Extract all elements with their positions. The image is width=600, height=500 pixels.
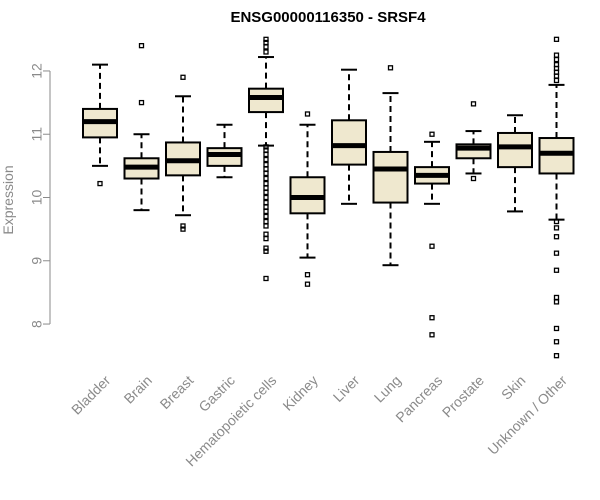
box-lung xyxy=(372,65,409,267)
outlier-point xyxy=(263,147,269,153)
outlier-point xyxy=(263,189,269,196)
box-skin xyxy=(497,114,533,213)
x-tick-label: Skin xyxy=(498,372,529,403)
outlier-point xyxy=(263,175,269,182)
y-axis: 8 9 10 11 12 xyxy=(29,63,51,328)
outlier-point xyxy=(429,332,435,338)
outlier-point xyxy=(263,235,269,242)
outlier-point xyxy=(263,36,269,42)
outlier-point xyxy=(263,245,269,251)
x-tick-label: Breast xyxy=(157,372,197,412)
outlier-point xyxy=(553,225,560,231)
outlier-point xyxy=(304,111,311,117)
y-tick-label: 9 xyxy=(29,257,45,265)
x-tick-label: Kidney xyxy=(279,372,321,414)
outlier-point xyxy=(263,161,269,168)
outlier-point xyxy=(263,151,269,158)
outlier-point xyxy=(263,204,269,210)
x-tick-label: Bladder xyxy=(68,372,114,418)
outlier-point xyxy=(263,185,269,191)
box-series xyxy=(82,36,575,359)
outlier-point xyxy=(470,175,477,182)
outlier-point xyxy=(263,144,269,150)
x-tick-label: Prostate xyxy=(439,372,487,420)
iqr-box xyxy=(206,147,243,167)
outlier-point xyxy=(553,267,560,273)
y-tick-label: 11 xyxy=(29,127,45,142)
outlier-point xyxy=(263,49,269,55)
outlier-point xyxy=(97,180,103,187)
outlier-point xyxy=(553,52,560,58)
outlier-point xyxy=(138,43,145,49)
box-kidney xyxy=(289,111,326,287)
outlier-point xyxy=(553,61,560,68)
outlier-point xyxy=(387,65,394,71)
box-pancreas xyxy=(414,131,450,338)
iqr-box xyxy=(538,137,575,175)
outlier-point xyxy=(263,231,269,237)
outlier-point xyxy=(263,180,269,187)
box-liver xyxy=(331,68,367,205)
outlier-point xyxy=(429,131,435,137)
outlier-point xyxy=(553,353,560,359)
box-unknown-other xyxy=(538,36,575,359)
box-hematopoietic-cells xyxy=(248,36,284,282)
outlier-point xyxy=(263,248,269,254)
box-bladder xyxy=(82,63,118,187)
outlier-point xyxy=(553,339,560,345)
outlier-point xyxy=(263,194,269,201)
outlier-point xyxy=(470,101,477,107)
outlier-point xyxy=(263,275,269,282)
box-gastric xyxy=(206,123,243,179)
outlier-point xyxy=(429,243,435,249)
outlier-point xyxy=(180,223,186,229)
outlier-point xyxy=(304,281,311,287)
iqr-box xyxy=(372,150,409,204)
outlier-point xyxy=(553,234,560,240)
outlier-point xyxy=(553,56,560,63)
outlier-point xyxy=(263,156,269,163)
outlier-point xyxy=(263,39,269,46)
outlier-point xyxy=(263,213,269,220)
outlier-point xyxy=(263,218,269,225)
y-axis-label: Expression xyxy=(0,165,16,234)
outlier-point xyxy=(553,77,560,84)
y-tick-label: 12 xyxy=(29,63,45,79)
x-tick-label: Brain xyxy=(121,372,155,406)
y-tick-label: 10 xyxy=(29,190,45,206)
y-tick-label: 8 xyxy=(29,320,45,328)
iqr-box xyxy=(331,119,367,166)
iqr-box xyxy=(497,131,533,169)
outlier-point xyxy=(553,294,560,301)
outlier-point xyxy=(180,74,186,80)
outlier-point xyxy=(263,44,269,50)
outlier-point xyxy=(138,99,145,106)
outlier-point xyxy=(263,166,269,172)
outlier-point xyxy=(553,218,560,225)
box-breast xyxy=(165,74,201,232)
chart-title: ENSG00000116350 - SRSF4 xyxy=(230,9,426,26)
outlier-point xyxy=(429,315,435,321)
outlier-point xyxy=(263,208,269,215)
outlier-point xyxy=(553,250,560,256)
outlier-point xyxy=(263,223,269,229)
outlier-point xyxy=(553,325,560,332)
x-tick-label: Lung xyxy=(371,372,404,405)
outlier-point xyxy=(180,226,186,232)
outlier-point xyxy=(304,272,311,278)
outlier-point xyxy=(553,36,560,42)
box-prostate xyxy=(455,101,492,182)
outlier-point xyxy=(263,199,269,206)
outlier-point xyxy=(553,299,560,305)
box-brain xyxy=(123,43,160,212)
x-tick-label: Liver xyxy=(330,372,363,405)
outlier-point xyxy=(263,170,269,177)
x-tick-label: Unknown / Other xyxy=(484,372,570,458)
iqr-box xyxy=(248,87,284,114)
